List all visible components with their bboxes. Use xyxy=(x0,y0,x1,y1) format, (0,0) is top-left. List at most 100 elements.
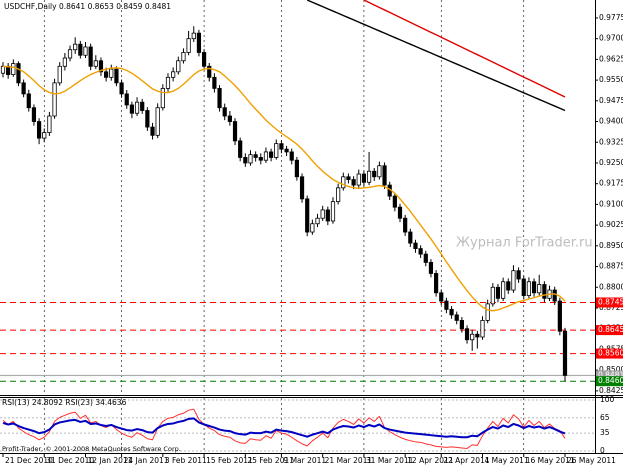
candle-body xyxy=(93,60,98,67)
x-tick-label: 22 Apr 2011 xyxy=(443,456,490,465)
candle-body xyxy=(207,65,212,78)
candle-body xyxy=(428,262,434,274)
y-tick-label: 0.9475 xyxy=(599,96,623,105)
y-tick-label: 0.9250 xyxy=(599,158,623,167)
candle-body xyxy=(258,157,263,161)
candle-body xyxy=(0,65,6,74)
candle-body xyxy=(78,43,83,56)
level-label: 0.8645 xyxy=(598,325,623,334)
copyright: Profit-Trader, © 2001-2008 MetaQuotes So… xyxy=(2,445,181,453)
candle-body xyxy=(485,303,490,321)
candle-body xyxy=(21,82,26,95)
x-tick-label: 16 May 2011 xyxy=(526,456,575,465)
candle-body xyxy=(531,281,537,294)
candle-body xyxy=(222,107,227,117)
x-tick-label: 3 Feb 2011 xyxy=(165,456,207,465)
candle-body xyxy=(57,65,62,84)
candle-body xyxy=(83,46,88,56)
candle-body xyxy=(284,148,289,153)
candle-body xyxy=(511,270,516,291)
rsi-tick-label: 100 xyxy=(600,395,615,404)
candle-body xyxy=(464,328,470,341)
candle-body xyxy=(403,217,408,233)
candle-body xyxy=(114,68,119,84)
candle-body xyxy=(217,87,222,109)
candle-body xyxy=(423,253,428,263)
candle-body xyxy=(11,63,16,75)
rsi-line xyxy=(2,408,566,449)
candle-body xyxy=(470,333,475,341)
candle-body xyxy=(501,281,506,299)
candle-body xyxy=(26,93,31,109)
candle-body xyxy=(42,132,47,139)
candle-body xyxy=(392,195,397,208)
candle-body xyxy=(366,170,372,183)
candle-body xyxy=(279,143,284,150)
candle-body xyxy=(155,107,160,136)
level-label-box xyxy=(596,297,623,308)
candle-body xyxy=(129,104,134,114)
x-tick-label: 21 Mar 2011 xyxy=(325,456,373,465)
candle-body xyxy=(377,165,382,178)
candle-body xyxy=(294,159,299,178)
candle-body xyxy=(408,231,413,244)
candle-body xyxy=(475,333,480,338)
candle-body xyxy=(454,314,459,321)
candle-body xyxy=(490,286,495,305)
candle-body xyxy=(263,151,269,161)
y-tick-label: 0.8950 xyxy=(599,241,623,250)
level-label-box xyxy=(596,370,623,381)
y-tick-label: 0.8425 xyxy=(599,386,623,395)
candle-body xyxy=(537,284,542,294)
y-tick-label: 0.8500 xyxy=(599,365,623,374)
candle-body xyxy=(325,209,330,222)
candle-body xyxy=(521,278,526,296)
x-tick-label: 9 Mar 2011 xyxy=(283,456,326,465)
y-tick-label: 0.8725 xyxy=(599,303,623,312)
candle-body xyxy=(134,101,140,114)
candle-body xyxy=(351,179,356,186)
level-label-box xyxy=(596,376,623,387)
candle-body xyxy=(418,248,423,255)
candle-body xyxy=(269,151,274,158)
candle-body xyxy=(140,101,145,111)
candle-body xyxy=(480,320,485,338)
level-label-box xyxy=(596,325,623,336)
candle-body xyxy=(88,46,93,67)
candle-body xyxy=(232,121,238,142)
candle-body xyxy=(104,71,109,78)
candle-body xyxy=(382,165,387,186)
moving-average xyxy=(363,0,566,98)
x-tick-label: 24 Jan 2011 xyxy=(124,456,169,465)
candle-body xyxy=(449,308,454,316)
candle-body xyxy=(346,176,351,180)
x-tick-label: 25 Feb 2011 xyxy=(247,456,294,465)
candle-body xyxy=(243,157,248,164)
candle-body xyxy=(201,52,207,67)
candle-body xyxy=(238,140,243,158)
rsi-tick-label: 0 xyxy=(600,446,605,455)
candle-body xyxy=(439,292,444,302)
candle-body xyxy=(397,206,403,219)
candle-body xyxy=(98,60,104,73)
candle-body xyxy=(356,173,361,186)
moving-average xyxy=(306,0,566,112)
rsi-pane xyxy=(2,408,566,449)
y-tick-label: 0.8875 xyxy=(599,262,623,271)
candle-body xyxy=(516,270,521,280)
candle-body xyxy=(305,198,310,233)
y-tick-label: 0.9400 xyxy=(599,117,623,126)
y-tick-label: 0.9775 xyxy=(599,13,623,22)
x-tick-label: 21 Dec 2010 xyxy=(5,456,53,465)
rsi-tick-label: 65 xyxy=(600,413,610,422)
candle-body xyxy=(191,32,196,40)
moving-average xyxy=(2,65,566,312)
x-tick-label: 26 May 2011 xyxy=(567,456,616,465)
rsi-title: RSI(13) 24.8092 RSI(23) 34.4636 xyxy=(2,398,127,407)
candle-body xyxy=(119,82,124,95)
candle-body xyxy=(171,71,176,78)
candle-body xyxy=(552,289,557,302)
